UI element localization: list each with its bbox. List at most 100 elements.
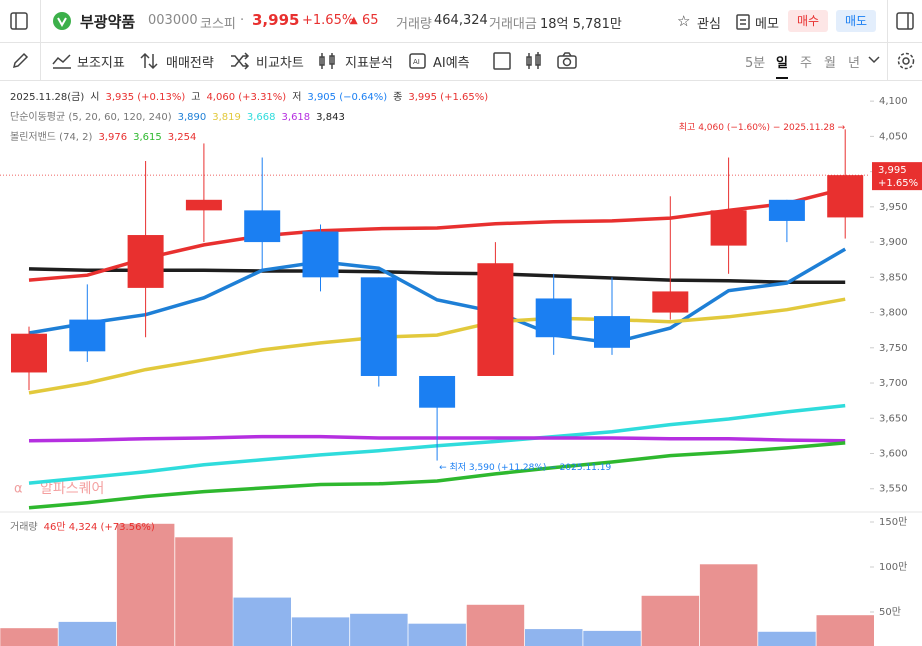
camera-icon[interactable] — [557, 52, 577, 70]
candle-body — [185, 199, 222, 211]
info-name: 고 — [191, 92, 200, 103]
market: 코스피 — [200, 17, 236, 32]
sell-button[interactable]: 매도 — [836, 10, 876, 32]
memo-icon[interactable] — [736, 13, 750, 30]
y-tick-label: 3,650 — [879, 413, 908, 424]
candle-body — [827, 175, 864, 218]
y-tick-label: 3,850 — [879, 272, 908, 283]
y-tick-label: 3,800 — [879, 308, 908, 319]
period[interactable]: 5분 — [745, 56, 766, 71]
pencil-icon[interactable] — [11, 52, 29, 70]
volume-bar — [116, 523, 175, 646]
star-icon[interactable]: ☆ — [677, 12, 691, 30]
ma-line — [28, 247, 847, 345]
volume-bar — [758, 631, 816, 646]
analysis[interactable]: 지표분석 — [345, 56, 393, 71]
candle-body — [594, 316, 630, 348]
bollinger-title: 볼린저밴드 (74, 2) — [10, 131, 93, 143]
strategy-icon[interactable] — [140, 52, 160, 70]
watch[interactable]: 관심 — [697, 17, 721, 32]
ma-title: 단순이동평균 (5, 20, 60, 120, 240) — [10, 111, 172, 123]
volume-tick-label: 150만 — [879, 516, 907, 528]
info-name: 종 — [393, 91, 402, 103]
period[interactable]: 주 — [800, 56, 812, 71]
y-tick-label: 3,900 — [879, 237, 908, 248]
bollinger-value: 3,615 — [133, 132, 162, 143]
volume-bar — [583, 630, 641, 646]
candle-body — [710, 210, 747, 246]
candle-body — [127, 235, 164, 288]
amount: 18억 5,781만 — [540, 17, 622, 32]
svg-text:AI: AI — [413, 58, 420, 66]
volume-bar — [175, 537, 233, 646]
indicators[interactable]: 보조지표 — [77, 56, 125, 71]
menu-icon[interactable] — [10, 12, 28, 30]
compare-icon[interactable] — [230, 52, 250, 70]
ai-icon[interactable]: AI — [408, 52, 428, 70]
stock-name: 부광약품 — [80, 13, 136, 31]
volume-bar — [291, 617, 350, 646]
logo — [53, 12, 71, 30]
bollinger-line — [28, 441, 846, 510]
volume-title: 거래량 — [10, 521, 38, 533]
memo[interactable]: 메모 — [755, 17, 779, 32]
candle-icon[interactable] — [524, 51, 544, 71]
price: 3,995 — [252, 11, 300, 29]
info-name: 저 — [292, 91, 301, 103]
y-tick-label: 3,600 — [879, 449, 908, 460]
strategy[interactable]: 매매전략 — [166, 56, 214, 71]
candle-body — [652, 291, 689, 313]
bollinger-value: 3,254 — [168, 132, 197, 143]
layout-icon[interactable] — [493, 52, 511, 70]
watermark-logo: α — [14, 482, 23, 497]
analysis-icon[interactable] — [318, 52, 338, 70]
watermark: 알파스퀘어 — [40, 481, 104, 497]
ma-value: 3,819 — [212, 112, 241, 123]
info-value: 3,935 (+0.13%) — [105, 92, 185, 103]
toolbar: 보조지표 매매전략 비교차트 지표분석 AI AI예측 5분 일 주 월 년 — [0, 42, 922, 81]
candle-body — [360, 277, 397, 376]
y-tick-label: 4,050 — [879, 131, 908, 142]
info-value: 3,995 (+1.65%) — [408, 92, 488, 103]
y-tick-label: 3,550 — [879, 484, 908, 495]
period[interactable]: 일 — [776, 52, 788, 79]
chevron[interactable] — [868, 55, 880, 65]
buy-button[interactable]: 매수 — [788, 10, 828, 32]
candle-body — [244, 210, 281, 243]
high-note: 최고 4,060 (−1.60%) − 2025.11.28 → — [679, 122, 846, 133]
volume: 464,324 — [434, 13, 488, 28]
volume-bar — [408, 623, 466, 646]
ai[interactable]: AI예측 — [433, 56, 470, 71]
info-name: 시 — [90, 91, 99, 103]
settings-icon[interactable] — [896, 51, 916, 71]
current-price-box — [872, 162, 922, 191]
period[interactable]: 월 — [824, 56, 836, 71]
candle-body — [477, 263, 514, 376]
bollinger-value: 3,976 — [98, 132, 127, 143]
ma-value: 3,890 — [178, 112, 207, 123]
period[interactable]: 년 — [848, 56, 860, 71]
candle-body — [69, 319, 106, 352]
volume-bar — [58, 621, 117, 646]
candle-body — [11, 333, 47, 373]
info-value: 4,060 (+3.31%) — [206, 92, 286, 103]
amount-label: 거래대금 — [489, 17, 537, 32]
candle-body — [535, 298, 572, 338]
dot: · — [240, 13, 245, 28]
volume-label: 거래량 — [396, 17, 432, 32]
y-tick-label: 3,950 — [879, 202, 908, 213]
volume-bar — [233, 597, 291, 646]
volume-bar — [350, 613, 408, 646]
ma-value: 3,843 — [316, 112, 345, 123]
indicator-icon[interactable] — [52, 52, 72, 70]
panel-icon[interactable] — [896, 12, 914, 30]
candle-body — [302, 231, 339, 278]
volume-bar — [0, 628, 58, 646]
compare[interactable]: 비교차트 — [256, 56, 304, 71]
ma-value: 3,668 — [247, 112, 276, 123]
low-note: ← 최저 3,590 (+11.28%) − 2025.11.19 — [439, 462, 611, 473]
volume-bar — [641, 595, 700, 646]
ma-line — [28, 267, 846, 285]
bollinger-line — [28, 186, 846, 282]
y-tick-label: 4,100 — [879, 96, 908, 107]
